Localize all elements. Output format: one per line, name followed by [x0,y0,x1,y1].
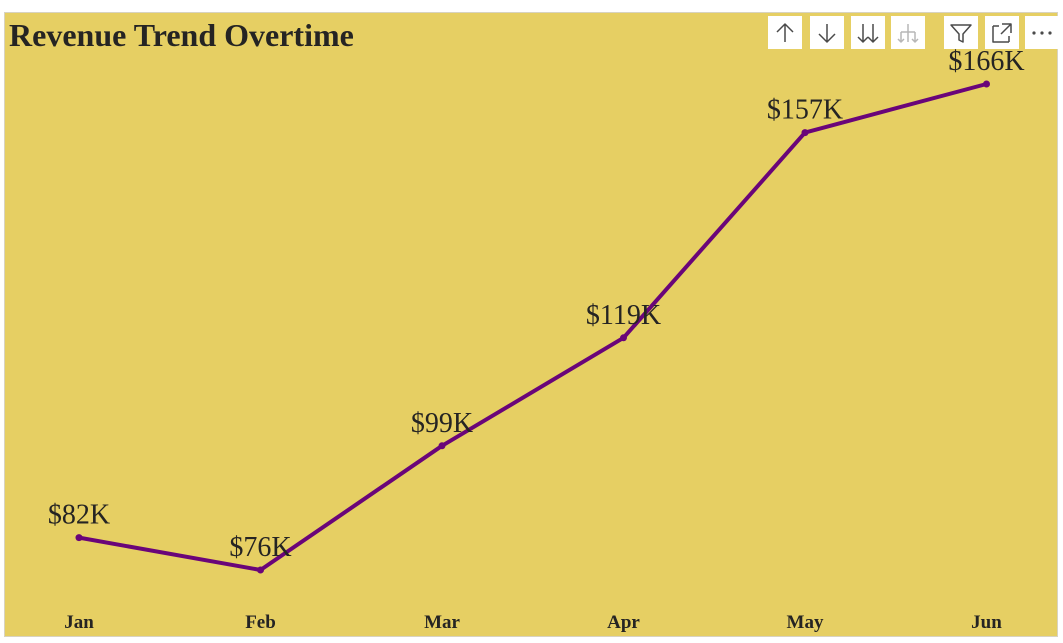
data-label-feb: $76K [229,532,291,563]
data-point-feb[interactable] [257,566,264,574]
x-tick-label-apr: Apr [607,612,640,633]
series-line [78,82,988,572]
data-point-jan[interactable] [75,534,83,542]
arrow-up-icon [776,22,794,42]
x-tick-label-feb: Feb [245,612,276,633]
data-point-jun[interactable] [983,80,990,88]
line-chart: $82K $76K $99K $119K $157K $166K Jan Feb Mar Apr M… [48,46,1025,633]
arrow-down-icon [818,23,836,43]
drill-down-button[interactable] [810,16,844,49]
x-tick-label-jun: Jun [971,612,1002,633]
more-options-button[interactable] [1025,16,1059,49]
expand-hierarchy-button [891,16,925,49]
double-arrow-down-icon [857,23,879,43]
filter-icon [950,23,972,43]
filter-button[interactable] [944,16,978,49]
x-tick-label-jan: Jan [64,612,94,633]
focus-mode-icon [992,22,1012,43]
x-tick-label-may: May [787,612,824,633]
hierarchy-icon [897,23,919,43]
data-point-apr[interactable] [620,334,627,342]
data-label-jun: $166K [948,46,1024,77]
focus-mode-button[interactable] [985,16,1019,49]
data-label-mar: $99K [411,408,473,439]
drill-up-button[interactable] [768,16,802,49]
data-point-mar[interactable] [438,442,446,450]
expand-next-level-button[interactable] [851,16,885,49]
more-options-icon [1032,30,1052,35]
revenue-trend-visual: Revenue Trend Overtime $82K $76K $99K $119K… [4,12,1059,637]
x-tick-label-mar: Mar [424,612,460,633]
data-label-may: $157K [767,95,843,126]
data-label-jan: $82K [48,500,110,531]
chart-title: Revenue Trend Overtime [9,17,354,53]
data-label-apr: $119K [586,300,661,331]
data-point-may[interactable] [801,129,809,137]
